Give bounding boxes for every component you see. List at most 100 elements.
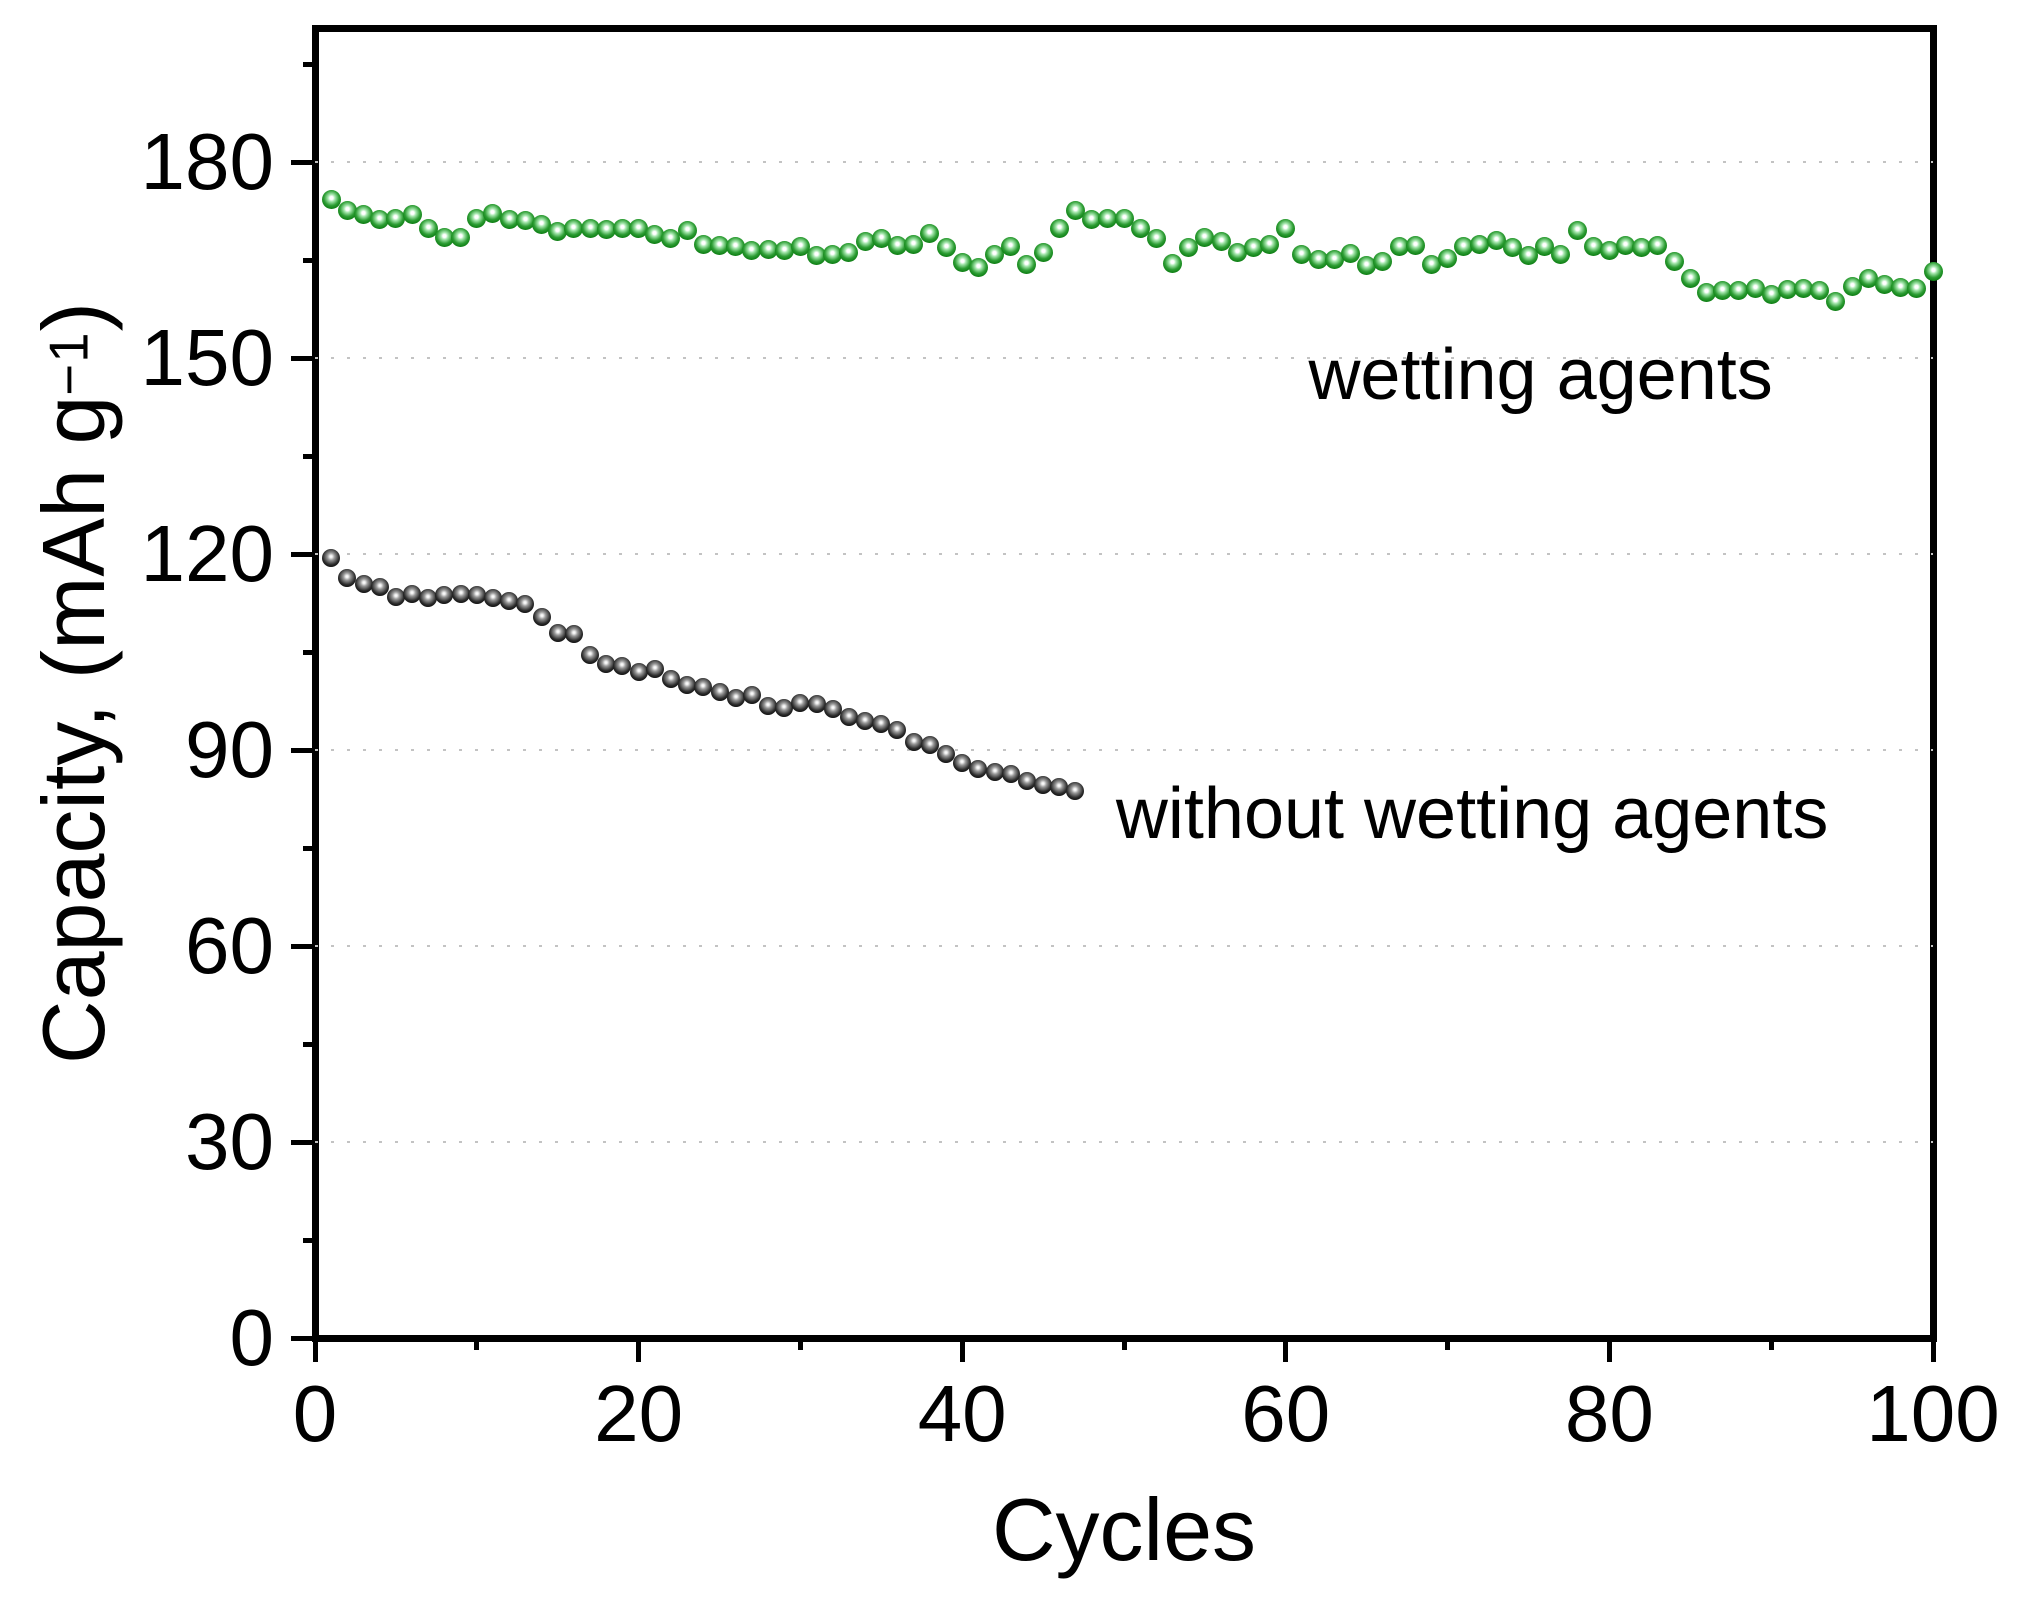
data-point-without-wetting-agents [322,548,341,567]
data-point-wetting-agents [1874,274,1894,294]
data-point-wetting-agents [337,200,357,220]
data-point-wetting-agents [564,218,584,238]
data-point-wetting-agents [596,219,616,239]
x-minor-tick [474,1338,480,1350]
data-point-wetting-agents [1227,243,1247,263]
y-minor-tick [303,1237,315,1243]
x-tick-label: 20 [594,1369,684,1458]
data-point-wetting-agents [1421,255,1441,275]
data-point-wetting-agents [321,190,341,210]
data-point-without-wetting-agents [435,586,454,605]
label-without-wetting-agents: without wetting agents [1115,774,1829,855]
y-major-tick [291,943,315,949]
data-point-wetting-agents [1357,255,1377,275]
x-tick-label: 40 [917,1369,1007,1458]
data-point-wetting-agents [774,240,794,260]
data-point-without-wetting-agents [904,733,923,752]
data-point-without-wetting-agents [419,589,438,608]
data-point-wetting-agents [1179,238,1199,258]
data-point-wetting-agents [1632,238,1652,258]
data-point-wetting-agents [354,204,374,224]
y-gridline [315,1141,1933,1143]
data-point-wetting-agents [1082,210,1102,230]
data-point-without-wetting-agents [969,759,988,778]
data-point-wetting-agents [1567,221,1587,241]
data-point-without-wetting-agents [856,712,875,731]
y-axis-title-superscript: −1 [38,331,100,396]
data-point-wetting-agents [1810,281,1830,301]
data-point-wetting-agents [661,228,681,248]
y-major-tick [291,1335,315,1341]
data-point-wetting-agents [855,232,875,252]
data-point-wetting-agents [1923,262,1943,282]
data-point-wetting-agents [936,238,956,258]
data-point-wetting-agents [1583,236,1603,256]
data-point-without-wetting-agents [775,698,794,717]
data-point-wetting-agents [1001,236,1021,256]
data-point-wetting-agents [985,244,1005,264]
x-minor-tick [1768,1338,1774,1350]
data-point-wetting-agents [386,208,406,228]
data-point-wetting-agents [726,236,746,256]
data-point-wetting-agents [1826,292,1846,312]
x-major-tick [312,1338,318,1362]
data-point-without-wetting-agents [629,663,648,682]
data-point-wetting-agents [1373,251,1393,271]
data-point-wetting-agents [742,241,762,261]
data-point-without-wetting-agents [467,586,486,605]
data-point-wetting-agents [1842,276,1862,296]
data-point-wetting-agents [499,210,519,230]
data-point-without-wetting-agents [678,675,697,694]
y-major-tick [291,747,315,753]
data-point-wetting-agents [1454,236,1474,256]
y-axis-title-main: Capacity, (mAh g [24,395,123,1064]
x-major-tick [1283,1338,1289,1362]
data-point-without-wetting-agents [1050,778,1069,797]
y-minor-tick [303,1041,315,1047]
y-gridline [315,357,1933,360]
y-tick-label: 150 [140,313,274,403]
y-major-tick [291,551,315,557]
data-point-without-wetting-agents [759,696,778,715]
data-point-without-wetting-agents [661,670,680,689]
data-point-wetting-agents [370,210,390,230]
y-tick-label: 120 [140,509,274,599]
data-point-wetting-agents [1664,251,1684,271]
data-point-without-wetting-agents [791,693,810,712]
data-point-without-wetting-agents [500,592,519,611]
data-point-wetting-agents [839,243,859,263]
data-point-wetting-agents [1616,235,1636,255]
data-point-wetting-agents [1502,238,1522,258]
data-point-without-wetting-agents [694,678,713,697]
data-point-wetting-agents [1470,234,1490,254]
data-point-without-wetting-agents [516,594,535,613]
data-point-wetting-agents [823,244,843,264]
data-point-wetting-agents [1405,236,1425,256]
x-minor-tick [797,1338,803,1350]
data-point-without-wetting-agents [370,578,389,597]
y-tick-label: 60 [185,901,274,991]
data-point-without-wetting-agents [726,688,745,707]
data-point-wetting-agents [629,219,649,239]
data-point-without-wetting-agents [403,584,422,603]
data-point-wetting-agents [807,245,827,265]
data-point-wetting-agents [1114,208,1134,228]
x-minor-tick [1445,1338,1451,1350]
data-point-wetting-agents [483,203,503,223]
x-tick-label: 60 [1241,1369,1331,1458]
x-tick-label: 100 [1866,1369,2000,1458]
data-point-wetting-agents [1195,227,1215,247]
y-tick-label: 90 [185,705,274,795]
y-minor-tick [303,61,315,67]
data-point-without-wetting-agents [532,608,551,627]
x-axis-title: Cycles [991,1480,1257,1579]
data-point-wetting-agents [532,214,552,234]
data-point-wetting-agents [1341,244,1361,264]
y-axis-title-close: ) [24,302,123,332]
data-point-without-wetting-agents [1017,771,1036,790]
data-point-wetting-agents [1098,208,1118,228]
data-point-wetting-agents [920,224,940,244]
data-point-wetting-agents [612,219,632,239]
data-point-wetting-agents [1324,249,1344,269]
